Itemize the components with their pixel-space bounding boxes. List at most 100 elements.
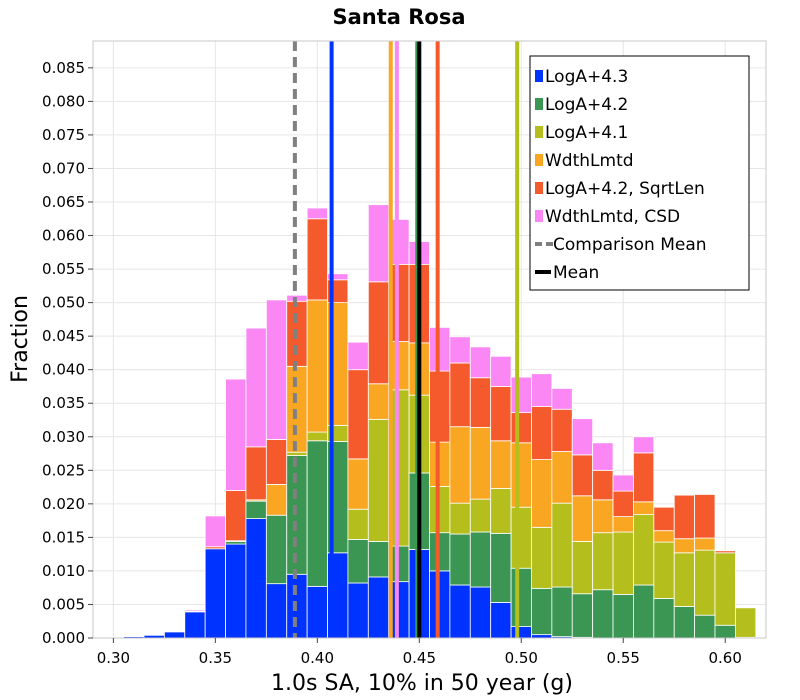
bar-segment [653,530,675,543]
bar-segment [367,204,390,283]
bar-segment [551,408,573,452]
bar-segment [347,369,369,460]
legend-box [529,55,750,291]
legend-label: LogA+4.2 [545,95,628,115]
bar-segment [694,537,716,551]
bar-segment [673,494,696,540]
bar-segment [469,426,492,500]
bar-segment [673,538,696,554]
bar-segment [204,515,226,548]
bar-segment [245,327,267,448]
bar-segment [286,365,308,453]
bar-segment [673,606,696,639]
bar-segment [510,376,532,414]
bar-segment [429,370,451,443]
bar-segment [265,514,288,585]
bar-segment [306,207,328,220]
bar-segment [204,548,226,639]
y-tick-label: 0.010 [42,562,85,580]
legend-label: WdthLmtd [545,151,634,171]
bar-segment [653,506,675,532]
bar-segment [531,587,553,636]
bar-segment [551,502,573,588]
bar-segment [367,576,390,639]
bar-segment [571,418,594,456]
bar-segment [694,549,716,616]
bar-segment [571,541,594,595]
bar-segment [286,455,308,575]
bar-segment [306,218,328,301]
bar-segment [429,441,451,487]
bar-segment [469,498,492,533]
bar-segment [510,626,532,639]
bar-segment [306,585,328,639]
bar-segment [612,516,634,533]
bar-segment [490,386,512,442]
legend-label: LogA+4.2, SqrtLen [545,179,705,199]
x-tick-label: 0.60 [709,649,742,667]
bar-segment [367,418,390,542]
y-tick-label: 0.000 [42,629,85,647]
y-axis-ticks: 0.000 0.005 0.010 0.015 0.020 0.025 0.030 0.035… [42,59,93,647]
y-tick-label: 0.030 [42,428,85,446]
bar-segment [347,341,369,371]
bar-segment [286,300,308,367]
bar-segment [286,451,308,456]
bar-segment [633,514,655,586]
bar-segment [653,541,675,599]
bar-segment [735,607,757,638]
y-tick-label: 0.020 [42,495,85,513]
bar-segment [633,436,655,454]
bar-segment [531,526,553,589]
bar-segment [225,543,247,639]
bar-segment [490,488,512,534]
legend-swatch [535,98,543,110]
bar-segment [633,584,655,639]
chart-title: Santa Rosa [332,5,465,29]
x-tick-label: 0.35 [199,649,232,667]
legend-label: LogA+4.3 [545,67,628,87]
bar-segment [612,531,634,595]
bar-segment [163,631,186,639]
bar-segment [612,474,634,492]
bar-segment [449,336,471,364]
bar-segment [429,327,451,372]
plot-frame [92,40,767,639]
bar-segment [633,452,655,503]
y-tick-label: 0.040 [42,361,85,379]
bar-segment [551,451,573,504]
y-tick-label: 0.055 [42,260,85,278]
bar-segment [694,494,716,539]
bar-segment [184,609,206,612]
bar-segment [653,598,675,639]
bar-segment [265,583,288,639]
legend: LogA+4.3 LogA+4.2 LogA+4.1 WdthLmtd LogA+4.2… [529,55,750,291]
bar-segment [490,602,512,639]
bar-segment [184,611,206,639]
bar-segment [429,486,451,534]
y-tick-label: 0.070 [42,159,85,177]
legend-swatch [535,210,543,222]
bar-segment [245,446,267,501]
bar-segment [714,624,736,639]
legend-swatch [535,70,543,82]
bar-segment [612,490,634,517]
bar-segment [469,346,492,379]
bar-segment [347,538,369,584]
y-tick-label: 0.085 [42,59,85,77]
bar-segment [347,458,369,510]
bar-segment [571,454,594,497]
y-tick-label: 0.005 [42,595,85,613]
bar-segment [449,584,471,639]
x-tick-label: 0.45 [403,649,436,667]
y-tick-label: 0.075 [42,126,85,144]
bar-segment [571,495,594,542]
bar-segment [531,406,553,460]
bar-segment [469,531,492,588]
bar-segment [714,552,736,626]
y-tick-label: 0.035 [42,394,85,412]
y-tick-label: 0.045 [42,327,85,345]
bar-segment [347,582,369,639]
y-tick-label: 0.065 [42,193,85,211]
bar-segment [510,442,532,508]
